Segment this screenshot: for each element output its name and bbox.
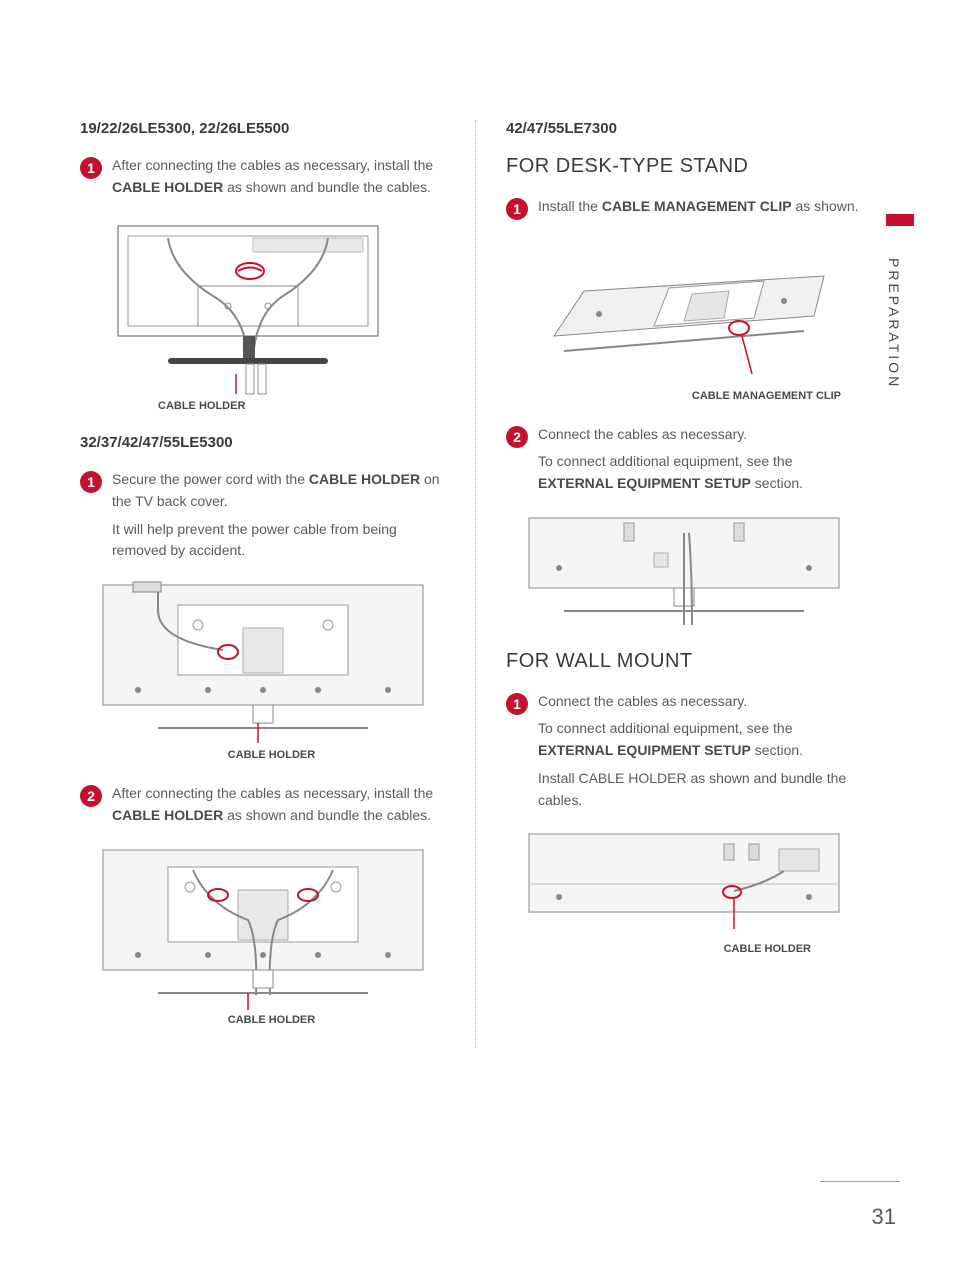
side-marker: [886, 214, 914, 226]
left-column: 19/22/26LE5300, 22/26LE5500 1 After conn…: [80, 120, 465, 1048]
step-text: Install the CABLE MANAGEMENT CLIP as sho…: [538, 196, 859, 224]
figure-caption: CABLE HOLDER: [98, 749, 445, 761]
step: 2 After connecting the cables as necessa…: [80, 783, 445, 832]
step-number-badge: 1: [506, 198, 528, 220]
figure-clip-perspective: CABLE MANAGEMENT CLIP: [524, 236, 871, 402]
step-text: Connect the cables as necessary. To conn…: [538, 691, 871, 817]
step: 1 Install the CABLE MANAGEMENT CLIP as s…: [506, 196, 871, 224]
step-number-badge: 1: [506, 693, 528, 715]
section-title-wall: FOR WALL MOUNT: [506, 650, 871, 673]
column-divider: [475, 120, 476, 1048]
step: 1 After connecting the cables as necessa…: [80, 155, 445, 204]
figure-caption: CABLE HOLDER: [98, 1014, 445, 1026]
figure-wall-mount: CABLE HOLDER: [524, 829, 871, 955]
model-heading-2: 32/37/42/47/55LE5300: [80, 434, 445, 451]
step-number-badge: 1: [80, 157, 102, 179]
step-text: Connect the cables as necessary. To conn…: [538, 424, 871, 501]
figure-tv-small: CABLE HOLDER: [98, 216, 445, 412]
step: 2 Connect the cables as necessary. To co…: [506, 424, 871, 501]
figure-desk-front: [524, 513, 871, 628]
step-number-badge: 1: [80, 471, 102, 493]
page-content: 19/22/26LE5300, 22/26LE5500 1 After conn…: [0, 0, 954, 1088]
figure-tv-back-1: CABLE HOLDER: [98, 580, 445, 761]
step-text: Secure the power cord with the CABLE HOL…: [112, 469, 445, 568]
step: 1 Connect the cables as necessary. To co…: [506, 691, 871, 817]
section-title-desk: FOR DESK-TYPE STAND: [506, 155, 871, 178]
figure-caption: CABLE HOLDER: [524, 943, 871, 955]
page-number: 31: [872, 1204, 896, 1230]
step-number-badge: 2: [80, 785, 102, 807]
step-number-badge: 2: [506, 426, 528, 448]
figure-tv-back-2: CABLE HOLDER: [98, 845, 445, 1026]
side-tab: PREPARATION: [886, 258, 902, 389]
model-heading-3: 42/47/55LE7300: [506, 120, 871, 137]
figure-caption: CABLE HOLDER: [98, 400, 445, 412]
step-text: After connecting the cables as necessary…: [112, 783, 445, 832]
right-column: 42/47/55LE7300 FOR DESK-TYPE STAND 1 Ins…: [486, 120, 871, 1048]
footer-rule: [820, 1181, 900, 1182]
figure-caption: CABLE MANAGEMENT CLIP: [524, 390, 871, 402]
step: 1 Secure the power cord with the CABLE H…: [80, 469, 445, 568]
model-heading-1: 19/22/26LE5300, 22/26LE5500: [80, 120, 445, 137]
step-text: After connecting the cables as necessary…: [112, 155, 445, 204]
